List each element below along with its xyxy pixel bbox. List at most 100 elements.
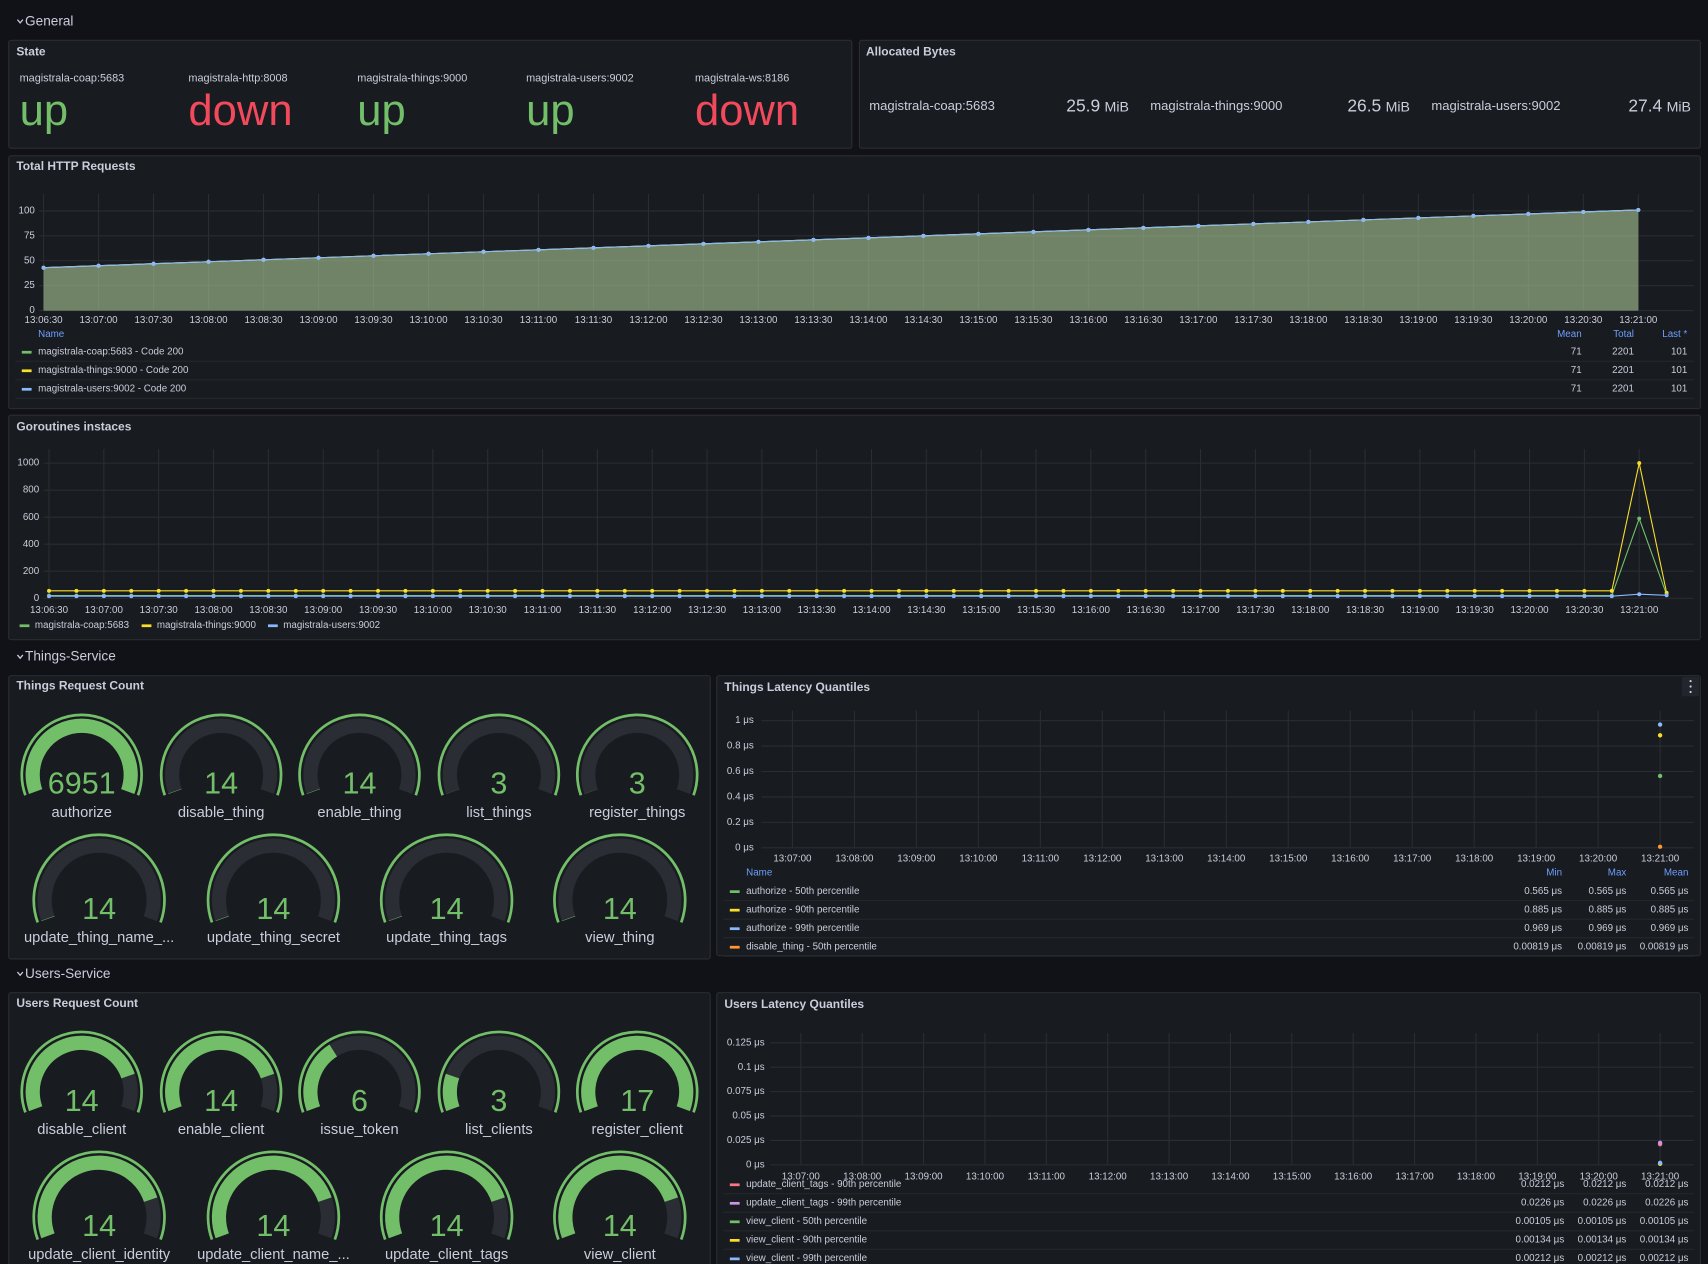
legend-swatch: [730, 946, 740, 949]
point: [102, 594, 106, 598]
y-tick-label: 0.4 μs: [727, 792, 754, 803]
point: [1658, 845, 1662, 849]
legend-swatch: [22, 351, 32, 354]
y-tick-label: 0.1 μs: [738, 1062, 765, 1073]
point: [924, 589, 928, 593]
point: [1500, 594, 1504, 598]
point: [184, 594, 188, 598]
stat-name: magistrala-things:9000: [357, 72, 467, 84]
point: [976, 232, 980, 236]
point: [129, 594, 133, 598]
point: [1658, 1161, 1662, 1165]
point: [42, 266, 46, 270]
menu-dot: [1690, 685, 1692, 687]
point: [1637, 517, 1641, 521]
legend-value: 0.565 μs: [1524, 886, 1562, 897]
point: [266, 589, 270, 593]
y-tick-label: 600: [23, 512, 40, 523]
point: [842, 589, 846, 593]
point: [1199, 594, 1203, 598]
x-tick-label: 13:14:00: [1211, 1171, 1250, 1182]
legend-header: Mean: [1664, 867, 1689, 878]
gauge-label: view_client: [584, 1247, 656, 1263]
point: [756, 240, 760, 244]
point: [1007, 589, 1011, 593]
point: [1226, 594, 1230, 598]
point: [1610, 589, 1614, 593]
point: [1363, 594, 1367, 598]
legend-name: view_client - 90th percentile: [746, 1235, 867, 1246]
legend-value: 0.565 μs: [1589, 886, 1627, 897]
point: [702, 242, 706, 246]
gauge-label: update_client_tags: [385, 1247, 508, 1263]
stat-value: up: [357, 87, 405, 135]
legend-name: magistrala-things:9000 - Code 200: [38, 365, 189, 376]
x-tick-label: 13:10:00: [414, 605, 453, 616]
point: [129, 589, 133, 593]
point: [1555, 589, 1559, 593]
legend-name: magistrala-coap:5683: [35, 620, 130, 631]
row-title[interactable]: Things-Service: [25, 649, 116, 664]
gauge-label: disable_thing: [178, 805, 265, 821]
legend-name: authorize - 99th percentile: [746, 923, 860, 934]
point: [1473, 589, 1477, 593]
point: [1471, 214, 1475, 218]
legend-value: 0.00105 μs: [1578, 1216, 1627, 1227]
x-tick-label: 13:17:30: [1236, 605, 1275, 616]
point: [842, 594, 846, 598]
y-tick-label: 50: [24, 255, 35, 266]
row-chevron[interactable]: [17, 655, 22, 658]
point: [1031, 230, 1035, 234]
x-tick-label: 13:14:00: [849, 315, 888, 326]
y-tick-label: 1 μs: [735, 715, 754, 726]
point: [372, 254, 376, 258]
legend-header: Total: [1613, 329, 1634, 340]
point: [650, 594, 654, 598]
legend-name: authorize - 50th percentile: [746, 886, 860, 897]
legend-name: magistrala-users:9002: [283, 620, 380, 631]
row-title[interactable]: General: [25, 13, 73, 28]
point: [732, 589, 736, 593]
x-tick-label: 13:12:00: [1083, 853, 1122, 864]
point: [1308, 589, 1312, 593]
point: [1034, 589, 1038, 593]
legend-name: update_client_tags - 90th percentile: [746, 1179, 902, 1190]
gauge-label: register_client: [592, 1122, 683, 1138]
point: [595, 594, 599, 598]
stat-name: magistrala-ws:8186: [695, 72, 789, 84]
gauge-number: 3: [629, 767, 646, 801]
row-chevron[interactable]: [17, 972, 22, 975]
x-tick-label: 13:08:30: [244, 315, 283, 326]
legend-name: magistrala-users:9002 - Code 200: [38, 384, 187, 395]
point: [705, 594, 709, 598]
x-tick-label: 13:08:00: [835, 853, 874, 864]
panel-title: Things Request Count: [16, 679, 144, 693]
gauge-label: update_client_name_...: [197, 1247, 350, 1263]
x-tick-label: 13:18:00: [1289, 315, 1328, 326]
x-tick-label: 13:16:00: [1072, 605, 1111, 616]
panel-title: State: [16, 44, 46, 58]
y-tick-label: 75: [24, 230, 35, 241]
x-tick-label: 13:17:00: [1396, 1171, 1435, 1182]
gauge-label: disable_client: [37, 1122, 126, 1138]
point: [1658, 733, 1662, 737]
legend-swatch: [22, 388, 32, 391]
point: [1526, 212, 1530, 216]
point: [207, 260, 211, 264]
gauge-label: update_thing_secret: [207, 930, 340, 946]
x-tick-label: 13:18:30: [1344, 315, 1383, 326]
point: [427, 252, 431, 256]
x-tick-label: 13:20:00: [1510, 605, 1549, 616]
legend-value: 0.00212 μs: [1578, 1253, 1627, 1264]
row-chevron[interactable]: [17, 20, 22, 23]
point: [262, 258, 266, 262]
gauge-label: list_things: [466, 805, 531, 821]
x-tick-label: 13:16:00: [1069, 315, 1108, 326]
point: [1226, 589, 1230, 593]
row-title[interactable]: Users-Service: [25, 966, 110, 981]
point: [952, 589, 956, 593]
legend-value: 2201: [1612, 365, 1634, 376]
stat-unit: MiB: [1667, 100, 1691, 116]
stat-name: magistrala-http:8008: [188, 72, 287, 84]
x-tick-label: 13:19:00: [1401, 605, 1440, 616]
